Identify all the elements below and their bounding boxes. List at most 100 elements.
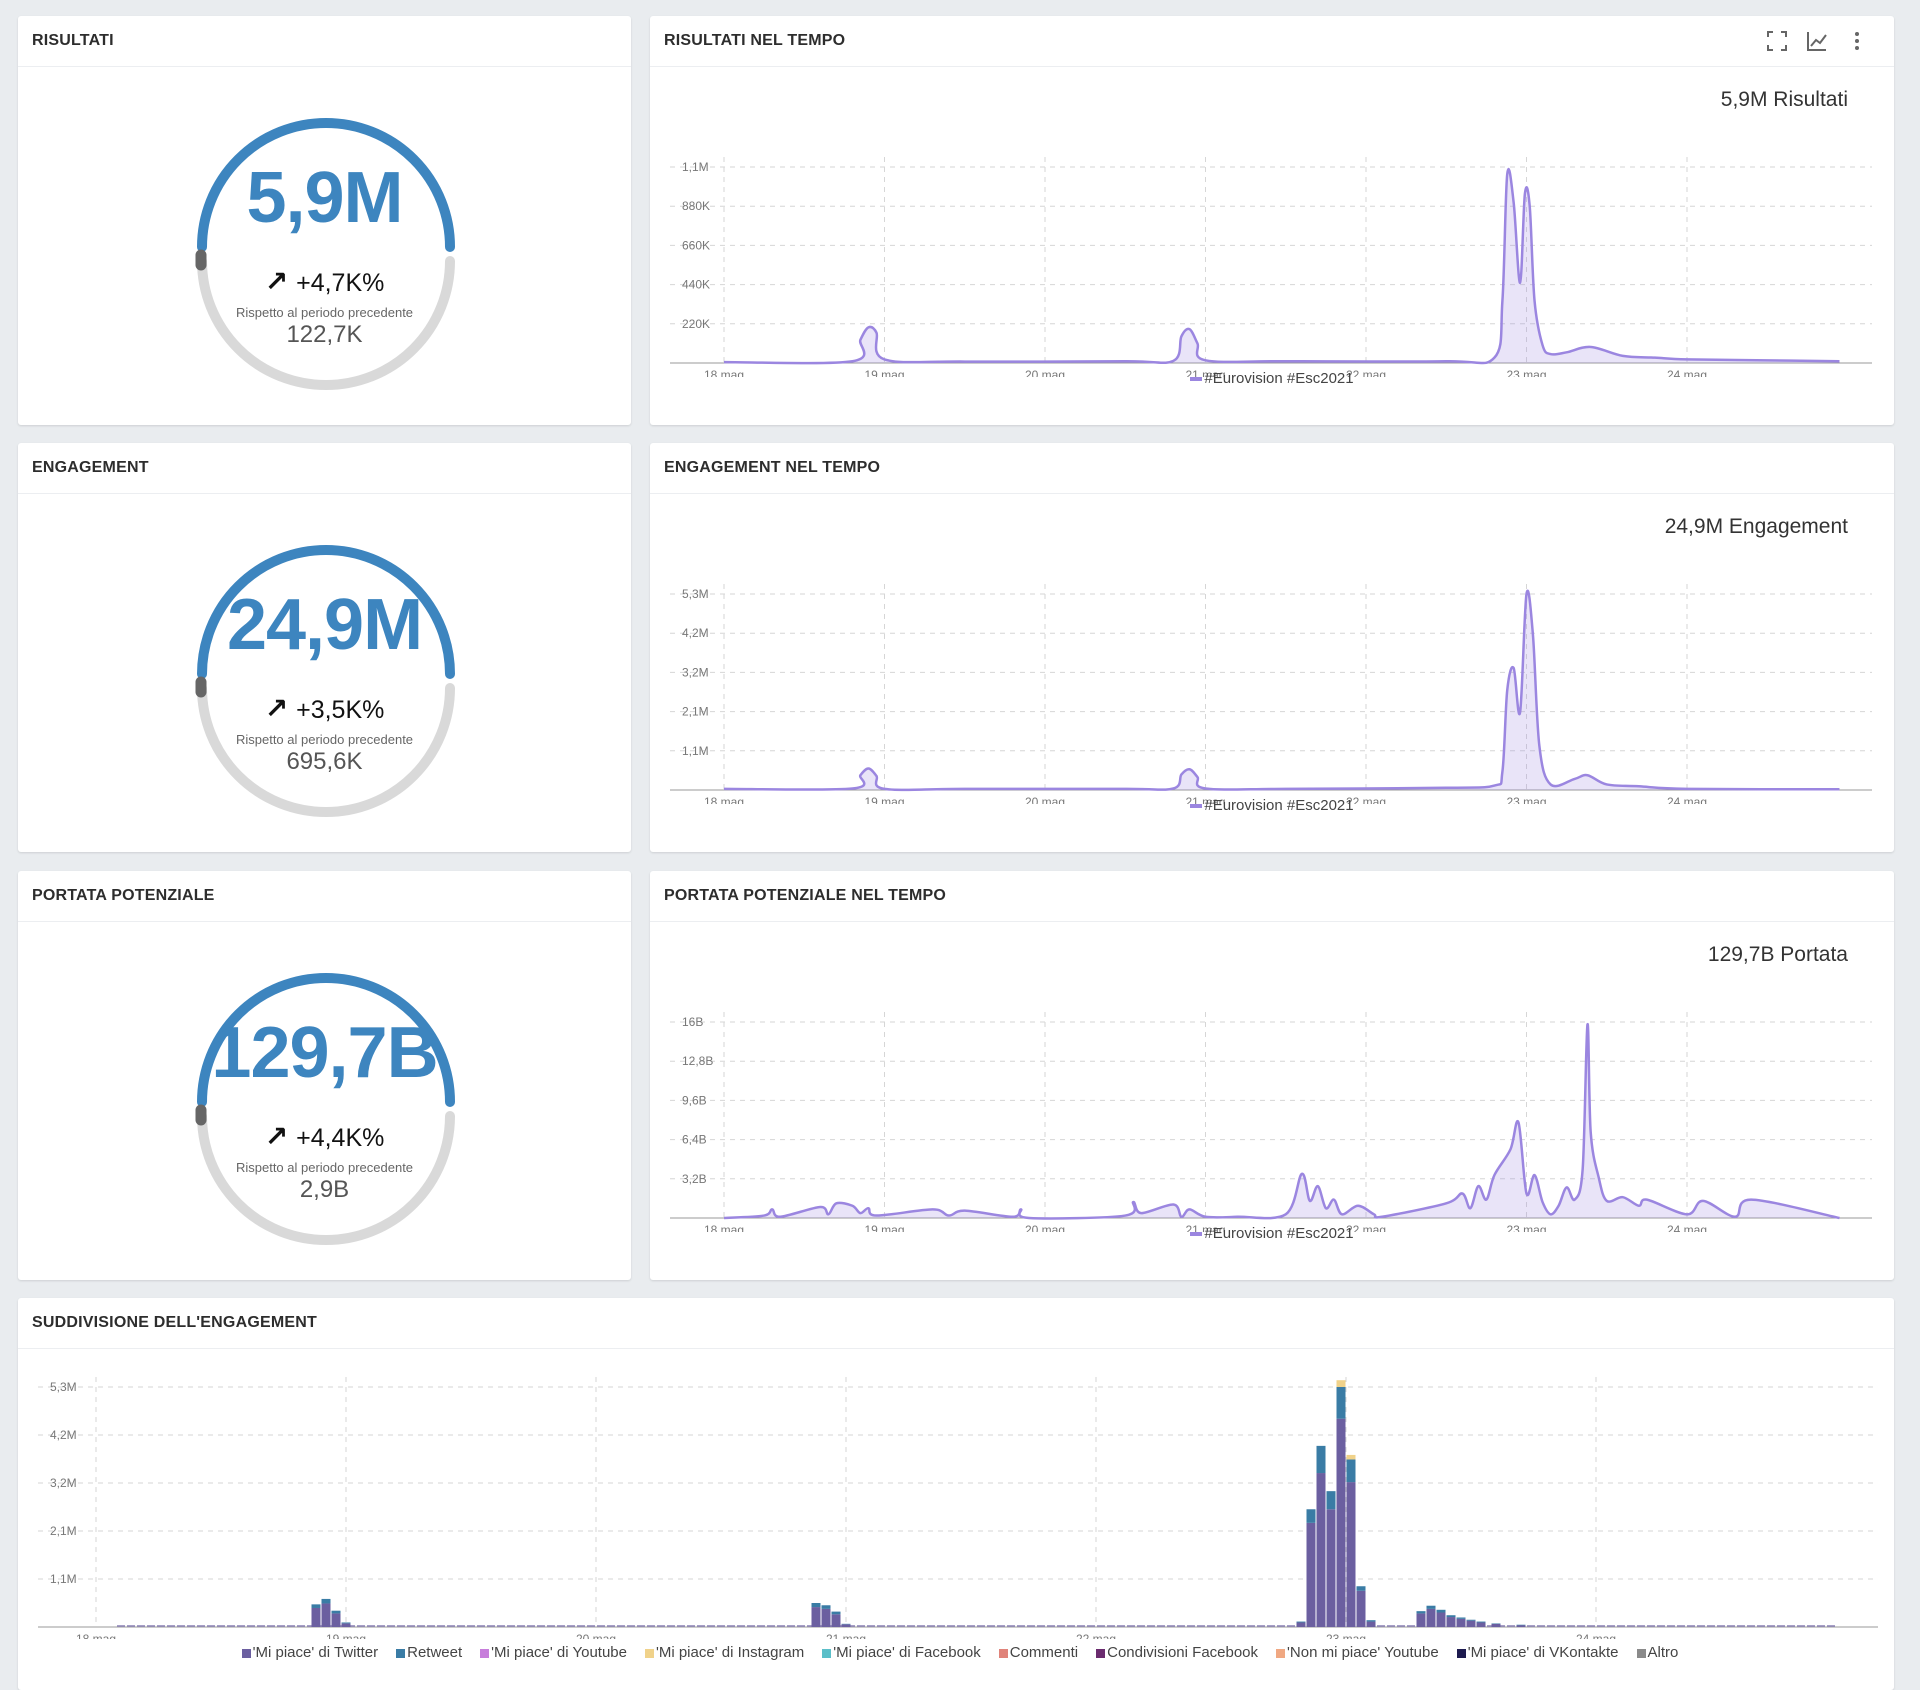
x-tick-label: 18 mag — [704, 795, 744, 804]
bar-segment-retweet[interactable] — [1326, 1491, 1336, 1510]
bar-segment-retweet[interactable] — [311, 1604, 321, 1608]
gauge: 24,9M ↗ +3,5K% Rispetto al periodo preced… — [18, 494, 631, 849]
engagement-stacked-bar-chart[interactable]: 1,1M 2,1M 3,2M 4,2M 5,3M 18 mag 19 mag 20 mag 21… — [18, 1349, 1894, 1639]
bar-segment-retweet[interactable] — [1336, 1387, 1346, 1419]
bar-segment-twitter-likes[interactable] — [1456, 1618, 1466, 1627]
legend-label: #Eurovision #Esc2021 — [1204, 370, 1354, 387]
bar-segment-baseline — [467, 1625, 475, 1627]
x-tick-label: 19 mag — [864, 1223, 904, 1232]
bar-segment-retweet[interactable] — [1446, 1615, 1456, 1618]
y-tick-label: 2,1M — [50, 1524, 77, 1538]
legend-item[interactable]: 'Mi piace' di Youtube — [480, 1644, 627, 1661]
x-tick-label: 19 mag — [864, 795, 904, 804]
card-title: PORTATA POTENZIALE — [18, 871, 631, 922]
series-line[interactable] — [723, 1023, 1840, 1220]
series-line[interactable] — [723, 167, 1840, 365]
bar-segment-retweet[interactable] — [1476, 1621, 1486, 1623]
bar-segment-twitter-likes[interactable] — [821, 1608, 831, 1627]
legend-item[interactable]: 'Mi piace' di Facebook — [822, 1644, 981, 1661]
bar-segment-retweet[interactable] — [1356, 1586, 1366, 1591]
bar-segment-twitter-likes[interactable] — [1316, 1473, 1326, 1627]
bar-segment-twitter-likes[interactable] — [1516, 1625, 1526, 1627]
bar-segment-retweet[interactable] — [1316, 1445, 1326, 1474]
bar-segment-twitter-likes[interactable] — [831, 1614, 841, 1627]
bar-segment-twitter-likes[interactable] — [1326, 1509, 1336, 1627]
bar-segment-twitter-likes[interactable] — [1306, 1522, 1316, 1627]
legend-item[interactable]: Altro — [1636, 1644, 1678, 1661]
legend-item[interactable]: Condivisioni Facebook — [1096, 1644, 1258, 1661]
bar-segment-baseline — [1747, 1625, 1755, 1627]
bar-segment-twitter-likes[interactable] — [341, 1623, 351, 1627]
bar-segment-twitter-likes[interactable] — [1416, 1613, 1426, 1627]
x-tick-label: 24 mag — [1576, 1632, 1616, 1639]
bar-segment-baseline — [257, 1625, 265, 1627]
bar-segment-retweet[interactable] — [1346, 1459, 1356, 1483]
bar-segment-retweet[interactable] — [1416, 1611, 1426, 1614]
fullscreen-icon[interactable] — [1766, 30, 1788, 52]
bar-segment-retweet[interactable] — [1456, 1617, 1466, 1619]
bar-segment-twitter-likes[interactable] — [1426, 1608, 1436, 1627]
legend-item[interactable]: 'Non mi piace' Youtube — [1276, 1644, 1439, 1661]
bar-segment-twitter-likes[interactable] — [1436, 1612, 1446, 1627]
bar-segment-retweet[interactable] — [831, 1611, 841, 1615]
bar-segment-baseline — [997, 1625, 1005, 1627]
bar-segment-retweet[interactable] — [1436, 1609, 1446, 1613]
bar-segment-retweet[interactable] — [1306, 1509, 1316, 1523]
legend-item[interactable]: 'Mi piace' di Twitter — [241, 1644, 378, 1661]
bar-segment-twitter-likes[interactable] — [1356, 1590, 1366, 1627]
bar-segment-twitter-likes[interactable] — [1366, 1621, 1376, 1627]
bar-segment-twitter-likes[interactable] — [1296, 1622, 1306, 1627]
bar-segment-retweet[interactable] — [321, 1598, 331, 1604]
bar-segment-retweet[interactable] — [341, 1622, 351, 1624]
bar-segment-baseline — [1647, 1625, 1655, 1627]
chart-legend[interactable]: #Eurovision #Esc2021 — [650, 1225, 1894, 1242]
y-tick-label: 5,3M — [682, 587, 709, 601]
kpi-previous: 695,6K — [286, 748, 363, 775]
bar-segment-instagram-likes[interactable] — [1346, 1454, 1356, 1460]
bar-segment-retweet[interactable] — [1366, 1620, 1376, 1622]
legend-item[interactable]: Commenti — [998, 1644, 1078, 1661]
bar-segment-retweet[interactable] — [1296, 1621, 1306, 1623]
bar-segment-twitter-likes[interactable] — [1491, 1623, 1501, 1627]
reach-area-chart[interactable]: 3,2B 6,4B 9,6B 12,8B 16B 18 mag 19 mag 20 mag 21… — [650, 922, 1894, 1232]
series-line[interactable] — [723, 589, 1840, 792]
bar-segment-twitter-likes[interactable] — [321, 1603, 331, 1627]
bar-segment-baseline — [517, 1625, 525, 1627]
bar-segment-twitter-likes[interactable] — [1466, 1620, 1476, 1627]
legend-item[interactable]: Retweet — [396, 1644, 462, 1661]
legend-item[interactable]: 'Mi piace' di Instagram — [644, 1644, 804, 1661]
bar-segment-twitter-likes[interactable] — [331, 1613, 341, 1627]
bar-segment-retweet[interactable] — [811, 1603, 821, 1608]
chart-legend[interactable]: #Eurovision #Esc2021 — [650, 370, 1894, 387]
bar-segment-retweet[interactable] — [331, 1610, 341, 1614]
bar-segment-twitter-likes[interactable] — [311, 1607, 321, 1627]
legend-swatch — [822, 1648, 832, 1658]
results-area-chart[interactable]: 220K 440K 660K 880K 1,1M 18 mag 19 mag 20 mag 21… — [650, 67, 1894, 377]
line-chart-icon[interactable] — [1806, 30, 1828, 52]
bar-segment-retweet[interactable] — [821, 1605, 831, 1609]
chart-total: 129,7B Portata — [1707, 943, 1848, 966]
bar-segment-retweet[interactable] — [1466, 1619, 1476, 1621]
more-vertical-icon[interactable] — [1846, 30, 1868, 52]
legend-item[interactable]: 'Mi piace' di VKontakte — [1456, 1644, 1619, 1661]
y-tick-label: 1,1M — [50, 1572, 77, 1586]
bar-segment-twitter-likes[interactable] — [1336, 1418, 1346, 1627]
gauge-ring — [195, 973, 455, 1245]
bar-segment-twitter-likes[interactable] — [841, 1624, 851, 1627]
series-area-fill — [724, 169, 1840, 364]
engagement-area-chart[interactable]: 1,1M 2,1M 3,2M 4,2M 5,3M 18 mag 19 mag 20 mag 21… — [650, 494, 1894, 804]
bar-segment-baseline — [1077, 1625, 1085, 1627]
bar-segment-twitter-likes[interactable] — [1476, 1622, 1486, 1627]
bar-segment-twitter-likes[interactable] — [1446, 1617, 1456, 1627]
bar-segment-baseline — [1207, 1625, 1215, 1627]
chart-legend[interactable]: #Eurovision #Esc2021 — [650, 797, 1894, 814]
x-tick-label: 21 mag — [1185, 1223, 1225, 1232]
bar-segment-baseline — [1817, 1625, 1825, 1627]
bar-segment-retweet[interactable] — [1426, 1605, 1436, 1609]
bar-segment-twitter-likes[interactable] — [811, 1607, 821, 1627]
bar-segment-instagram-likes[interactable] — [1336, 1380, 1346, 1387]
bar-segment-baseline — [267, 1625, 275, 1627]
bar-segment-twitter-likes[interactable] — [1346, 1482, 1356, 1627]
bar-segment-baseline — [1767, 1625, 1775, 1627]
bar-segment-baseline — [1137, 1625, 1145, 1627]
